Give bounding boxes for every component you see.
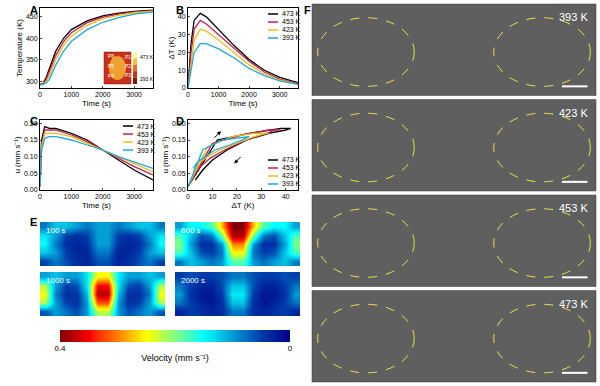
svg-text:ΔT (K): ΔT (K) — [232, 201, 255, 210]
svg-text:ΔT (K): ΔT (K) — [167, 36, 176, 59]
svg-text:Temperature (K): Temperature (K) — [15, 19, 24, 77]
svg-text:P6: P6 — [108, 53, 114, 59]
svg-text:600 s: 600 s — [181, 226, 201, 235]
svg-text:10: 10 — [209, 193, 217, 200]
svg-text:u (mm s⁻¹): u (mm s⁻¹) — [13, 136, 22, 174]
svg-text:0.10: 0.10 — [172, 153, 186, 160]
svg-text:D: D — [176, 115, 184, 127]
svg-text:Velocity (mm s⁻¹): Velocity (mm s⁻¹) — [141, 353, 209, 363]
svg-text:453 K: 453 K — [559, 202, 588, 214]
svg-text:293 K: 293 K — [140, 76, 154, 82]
svg-text:B: B — [176, 4, 184, 16]
svg-text:0: 0 — [186, 91, 190, 98]
svg-text:3000: 3000 — [126, 91, 142, 98]
svg-text:453 K: 453 K — [282, 164, 301, 171]
svg-text:400: 400 — [26, 35, 38, 42]
svg-text:0: 0 — [38, 91, 42, 98]
svg-text:423 K: 423 K — [559, 107, 588, 119]
svg-text:1000: 1000 — [211, 91, 227, 98]
svg-text:0.4: 0.4 — [54, 344, 66, 353]
svg-text:450: 450 — [26, 13, 38, 20]
svg-text:F: F — [304, 4, 311, 16]
svg-text:20: 20 — [233, 193, 241, 200]
svg-text:P2: P2 — [125, 63, 131, 69]
svg-text:0.05: 0.05 — [172, 170, 186, 177]
svg-text:0.15: 0.15 — [172, 136, 186, 143]
svg-text:2000: 2000 — [95, 193, 111, 200]
svg-text:10: 10 — [178, 67, 186, 74]
svg-text:E: E — [30, 216, 37, 228]
svg-text:473 K: 473 K — [140, 54, 154, 60]
svg-text:393 K: 393 K — [559, 11, 588, 23]
svg-text:1000 s: 1000 s — [46, 276, 70, 285]
svg-text:0: 0 — [182, 84, 186, 91]
svg-text:2000: 2000 — [95, 91, 111, 98]
svg-text:0: 0 — [38, 193, 42, 200]
svg-text:393 K: 393 K — [137, 147, 156, 154]
svg-text:40: 40 — [282, 193, 290, 200]
svg-text:0.05: 0.05 — [24, 170, 38, 177]
svg-text:473 K: 473 K — [282, 156, 301, 163]
svg-text:30: 30 — [257, 193, 265, 200]
svg-text:473 K: 473 K — [137, 123, 156, 130]
svg-text:Time (s): Time (s) — [82, 99, 111, 108]
svg-text:Time (s): Time (s) — [82, 201, 111, 210]
svg-text:2000 s: 2000 s — [181, 276, 205, 285]
svg-text:0.20: 0.20 — [24, 120, 38, 127]
svg-text:0.20: 0.20 — [172, 120, 186, 127]
svg-text:u (mm s⁻¹): u (mm s⁻¹) — [161, 136, 170, 174]
svg-text:473 K: 473 K — [559, 298, 588, 310]
svg-text:3000: 3000 — [126, 193, 142, 200]
svg-text:0.15: 0.15 — [24, 136, 38, 143]
svg-text:0.10: 0.10 — [24, 153, 38, 160]
svg-text:P4: P4 — [108, 73, 114, 79]
svg-text:453 K: 453 K — [137, 131, 156, 138]
svg-text:100 s: 100 s — [46, 226, 66, 235]
svg-text:423 K: 423 K — [282, 26, 301, 33]
svg-text:20: 20 — [178, 49, 186, 56]
svg-text:A: A — [30, 4, 38, 16]
svg-text:3000: 3000 — [272, 91, 288, 98]
svg-text:0.00: 0.00 — [24, 186, 38, 193]
svg-text:C: C — [30, 115, 38, 127]
svg-text:P5: P5 — [108, 63, 114, 69]
svg-text:423 K: 423 K — [137, 139, 156, 146]
svg-text:P3: P3 — [125, 72, 131, 78]
svg-text:30: 30 — [178, 31, 186, 38]
svg-text:0.00: 0.00 — [172, 186, 186, 193]
svg-text:40: 40 — [178, 13, 186, 20]
svg-text:423 K: 423 K — [282, 172, 301, 179]
svg-text:350: 350 — [26, 56, 38, 63]
svg-text:300: 300 — [26, 78, 38, 85]
svg-text:453 K: 453 K — [282, 18, 301, 25]
svg-text:1000: 1000 — [64, 193, 80, 200]
svg-text:0: 0 — [288, 344, 293, 353]
svg-text:P1: P1 — [125, 54, 131, 60]
svg-text:473 K: 473 K — [282, 10, 301, 17]
svg-text:2000: 2000 — [241, 91, 257, 98]
svg-text:393 K: 393 K — [282, 34, 301, 41]
svg-text:1000: 1000 — [64, 91, 80, 98]
svg-text:Time (s): Time (s) — [228, 99, 257, 108]
svg-text:0: 0 — [186, 193, 190, 200]
svg-text:393 K: 393 K — [282, 180, 301, 187]
